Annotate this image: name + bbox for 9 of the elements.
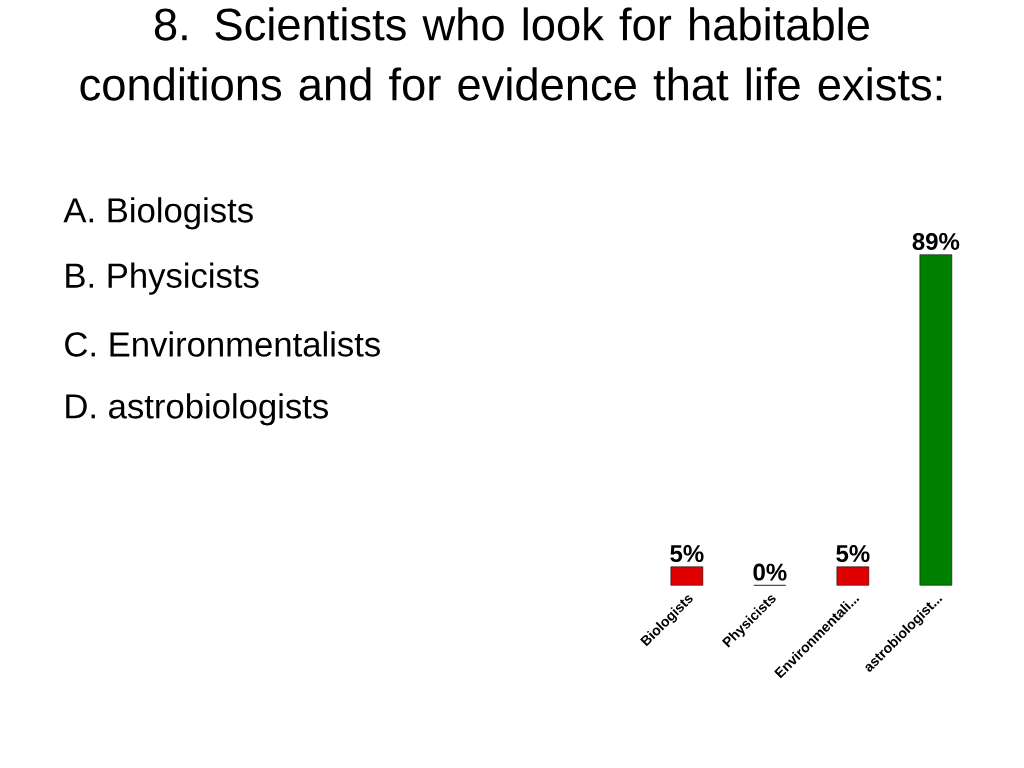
data-label: 5% bbox=[670, 545, 704, 563]
chart-title: 8. Scientists who look for habitable conditions and for evidence that life exists: bbox=[80, 7, 942, 101]
text: C. Environmentalists bbox=[65, 331, 380, 357]
data-label: 89% bbox=[912, 232, 960, 250]
text: D. astrobiologists bbox=[66, 393, 328, 426]
data-label: 0% bbox=[753, 563, 787, 581]
data-label: 5% bbox=[836, 545, 870, 563]
text: B. Physicists bbox=[66, 262, 259, 295]
text: A. Biologists bbox=[63, 197, 253, 230]
